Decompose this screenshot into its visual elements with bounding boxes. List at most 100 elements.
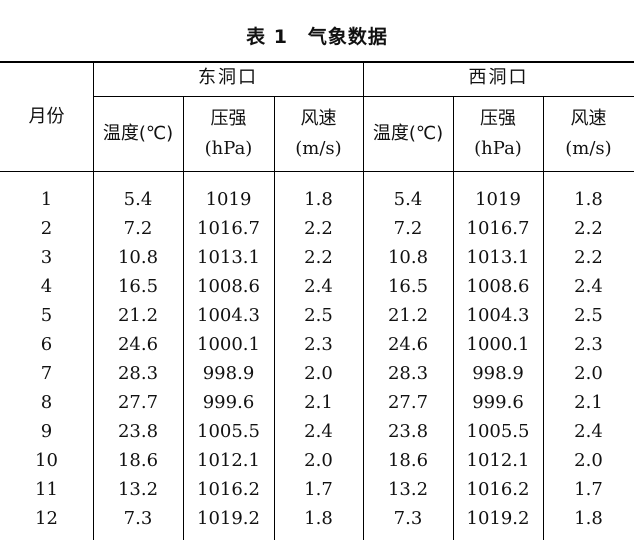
west-wind-cell: 2.4 <box>574 276 603 297</box>
east-wind-cell: 2.4 <box>304 421 333 442</box>
month-cell: 4 <box>40 276 53 297</box>
header-rule <box>0 171 634 172</box>
east-pressure-cell: 1005.5 <box>197 421 260 442</box>
east-wind-unit: (m/s) <box>295 138 342 159</box>
east-temp-cell: 7.3 <box>123 508 153 529</box>
west-temp-header: 温度(℃) <box>372 123 444 144</box>
east-wind-cell: 1.8 <box>304 508 333 529</box>
west-pressure-cell: 1019 <box>475 189 521 210</box>
east-temp-cell: 16.5 <box>117 276 159 297</box>
east-pressure-cell: 999.6 <box>202 392 255 413</box>
west-wind-cell: 1.8 <box>574 508 603 529</box>
east-pressure-cell: 1016.7 <box>197 218 260 239</box>
west-pressure-cell: 1016.7 <box>466 218 530 239</box>
east-temp-cell: 5.4 <box>123 189 153 210</box>
west-temp-cell: 24.6 <box>387 334 429 355</box>
west-pressure-cell: 1004.3 <box>466 305 530 326</box>
month-cell: 2 <box>40 218 53 239</box>
column-divider <box>183 97 184 540</box>
east-wind-cell: 2.0 <box>304 363 333 384</box>
west-wind-cell: 2.4 <box>574 421 603 442</box>
west-pressure-cell: 1016.2 <box>466 479 530 500</box>
east-pressure-cell: 1016.2 <box>197 479 260 500</box>
east-pressure-cell: 1012.1 <box>197 450 260 471</box>
east-pressure-cell: 1019.2 <box>197 508 260 529</box>
month-cell: 9 <box>40 421 53 442</box>
east-wind-cell: 2.2 <box>304 218 333 239</box>
west-wind-cell: 2.1 <box>574 392 603 413</box>
month-cell: 3 <box>40 247 53 268</box>
west-pressure-unit: (hPa) <box>474 138 522 159</box>
east-temp-header: 温度(℃) <box>102 123 174 144</box>
west-temp-cell: 18.6 <box>387 450 429 471</box>
month-cell: 8 <box>40 392 53 413</box>
month-cell: 5 <box>40 305 53 326</box>
column-divider <box>543 97 544 540</box>
west-temp-cell: 13.2 <box>387 479 429 500</box>
column-divider <box>453 97 454 540</box>
east-wind-cell: 2.3 <box>304 334 333 355</box>
west-pressure-cell: 999.6 <box>472 392 524 413</box>
west-wind-cell: 2.2 <box>574 247 603 268</box>
east-pressure-cell: 1019 <box>205 189 252 210</box>
west-temp-cell: 27.7 <box>387 392 429 413</box>
month-cell: 11 <box>35 479 58 500</box>
top-rule <box>0 61 634 63</box>
east-pressure-cell: 1004.3 <box>197 305 260 326</box>
east-wind-cell: 1.8 <box>304 189 333 210</box>
east-temp-cell: 18.6 <box>117 450 159 471</box>
east-temp-cell: 7.2 <box>123 218 153 239</box>
west-pressure-cell: 1008.6 <box>466 276 530 297</box>
east-wind-cell: 1.7 <box>304 479 333 500</box>
month-cell: 7 <box>40 363 53 384</box>
table-title: 表 1 气象数据 <box>246 26 388 48</box>
east-temp-cell: 21.2 <box>117 305 159 326</box>
west-wind-cell: 2.0 <box>574 450 603 471</box>
west-wind-cell: 2.5 <box>574 305 603 326</box>
month-cell: 10 <box>35 450 58 471</box>
west-temp-cell: 7.2 <box>393 218 423 239</box>
west-wind-unit: (m/s) <box>565 138 612 159</box>
east-wind-cell: 2.1 <box>304 392 333 413</box>
east-temp-cell: 28.3 <box>117 363 159 384</box>
west-pressure-cell: 1012.1 <box>466 450 530 471</box>
west-temp-cell: 5.4 <box>393 189 423 210</box>
west-pressure-header: 压强 <box>480 108 516 129</box>
east-pressure-unit: (hPa) <box>204 138 253 159</box>
west-wind-header: 风速 <box>570 108 607 129</box>
east-wind-cell: 2.5 <box>304 305 333 326</box>
west-wind-cell: 1.8 <box>574 189 603 210</box>
east-temp-cell: 24.6 <box>117 334 159 355</box>
east-temp-cell: 10.8 <box>117 247 159 268</box>
month-cell: 12 <box>35 508 58 529</box>
month-cell: 1 <box>40 189 53 210</box>
east-pressure-cell: 1000.1 <box>197 334 260 355</box>
east-pressure-cell: 1013.1 <box>197 247 260 268</box>
east-pressure-cell: 1008.6 <box>197 276 260 297</box>
west-temp-cell: 21.2 <box>387 305 429 326</box>
east-wind-cell: 2.4 <box>304 276 333 297</box>
east-wind-cell: 2.2 <box>304 247 333 268</box>
west-pressure-cell: 1000.1 <box>466 334 530 355</box>
east-portal-header: 东洞口 <box>198 67 258 88</box>
west-temp-cell: 10.8 <box>387 247 429 268</box>
west-wind-cell: 1.7 <box>574 479 603 500</box>
group-divider <box>363 63 364 540</box>
column-divider <box>93 63 94 540</box>
east-temp-cell: 27.7 <box>117 392 159 413</box>
column-divider <box>274 97 275 540</box>
east-temp-cell: 23.8 <box>117 421 159 442</box>
west-temp-cell: 28.3 <box>387 363 429 384</box>
west-temp-cell: 7.3 <box>393 508 423 529</box>
month-cell: 6 <box>40 334 53 355</box>
east-wind-cell: 2.0 <box>304 450 333 471</box>
west-temp-cell: 23.8 <box>387 421 429 442</box>
west-temp-cell: 16.5 <box>387 276 429 297</box>
west-portal-header: 西洞口 <box>468 67 529 88</box>
month-header: 月份 <box>28 106 65 127</box>
west-wind-cell: 2.2 <box>574 218 603 239</box>
west-pressure-cell: 1019.2 <box>466 508 530 529</box>
east-wind-header: 风速 <box>300 108 337 129</box>
east-pressure-cell: 998.9 <box>202 363 255 384</box>
west-wind-cell: 2.0 <box>574 363 603 384</box>
